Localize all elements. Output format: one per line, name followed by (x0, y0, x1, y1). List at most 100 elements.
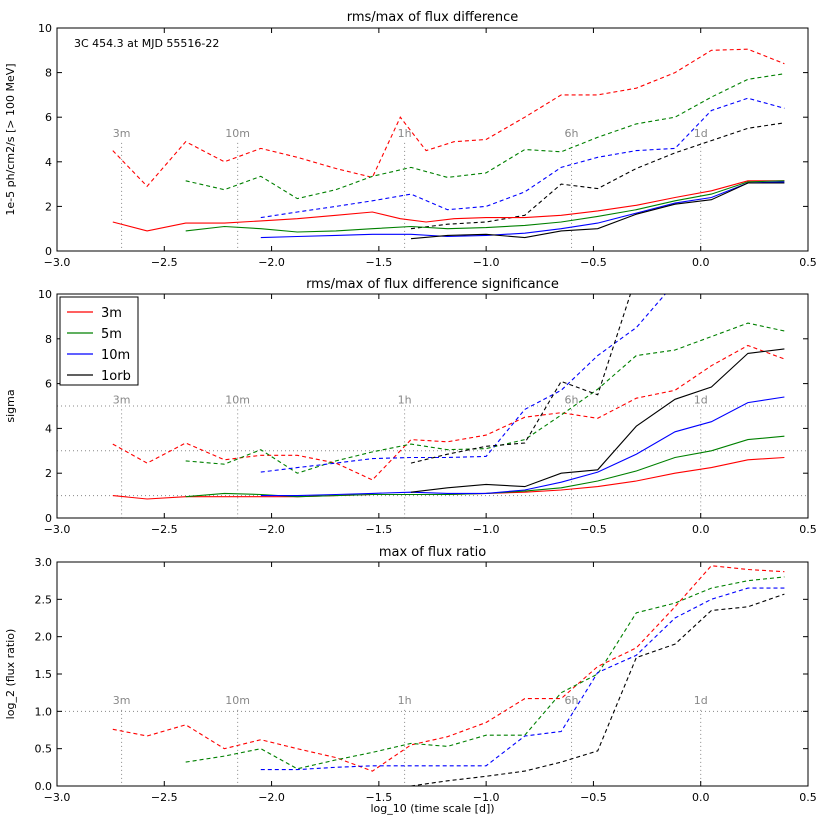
y-axis-label: sigma (4, 389, 17, 422)
y-tick-label: 4 (45, 156, 52, 169)
panel-flux-difference: rms/max of flux difference 3C 454.3 at M… (4, 10, 817, 269)
y-tick-label: 10 (38, 288, 52, 301)
panel-title: max of flux ratio (379, 545, 486, 560)
y-tick-label: 8 (45, 333, 52, 346)
y-tick-label: 0.0 (35, 780, 53, 793)
legend-entry-label: 1orb (101, 369, 131, 384)
series-line-solid (185, 180, 785, 233)
legend-entry-label: 3m (101, 306, 122, 321)
series-line-dashed (185, 322, 785, 474)
timescale-marker-label: 3m (113, 694, 131, 707)
series-line-solid (260, 181, 785, 239)
legend-entry-label: 10m (101, 348, 130, 363)
x-axis-label: log_10 (time scale [d]) (370, 802, 494, 815)
panel-annotation: 3C 454.3 at MJD 55516-22 (74, 37, 219, 50)
x-tick-label: −3.0 (44, 791, 71, 804)
series-line-solid (410, 182, 785, 240)
y-tick-label: 0.5 (35, 743, 53, 756)
series-line-dashed (410, 122, 785, 230)
x-tick-label: 0.0 (692, 256, 710, 269)
timescale-marker-label: 6h (565, 127, 579, 140)
x-tick-label: −0.5 (580, 791, 607, 804)
x-tick-label: −2.0 (258, 523, 285, 536)
series-line-solid (260, 396, 785, 497)
x-tick-label: −3.0 (44, 523, 71, 536)
x-tick-label: −1.5 (365, 256, 392, 269)
panel-title: rms/max of flux difference significance (306, 277, 559, 292)
y-tick-label: 1.0 (35, 705, 53, 718)
x-tick-label: 0.0 (692, 791, 710, 804)
series-line-dashed (410, 593, 785, 786)
timescale-marker-label: 3m (113, 393, 131, 406)
panel-flux-ratio: max of flux ratio log_2 (flux ratio) log… (4, 545, 817, 815)
x-tick-label: −2.0 (258, 791, 285, 804)
y-tick-label: 1.5 (35, 668, 53, 681)
y-tick-label: 2 (45, 467, 52, 480)
y-tick-label: 4 (45, 422, 52, 435)
series-line-solid (112, 456, 785, 500)
series-line-dashed (185, 73, 785, 200)
series-line-solid (112, 180, 785, 232)
plot-frame (56, 27, 809, 252)
x-tick-label: −2.0 (258, 256, 285, 269)
plot-frame (56, 561, 809, 787)
timescale-marker-label: 10m (225, 694, 250, 707)
timescale-marker-label: 1h (398, 694, 412, 707)
x-tick-label: −2.5 (151, 256, 178, 269)
x-tick-label: −1.5 (365, 523, 392, 536)
series-line-dashed (112, 565, 785, 772)
series-line-dashed (112, 344, 785, 481)
timescale-marker-label: 1h (398, 393, 412, 406)
series-line-dashed (260, 587, 785, 771)
timescale-marker-label: 10m (225, 393, 250, 406)
series-group (112, 294, 785, 500)
y-tick-label: 3.0 (35, 556, 53, 569)
plot-frame (56, 293, 809, 519)
panel-title: rms/max of flux difference (347, 10, 519, 25)
series-line-dashed (112, 48, 785, 188)
x-tick-label: 0.5 (799, 523, 817, 536)
series-line-solid (410, 348, 785, 493)
y-tick-label: 6 (45, 378, 52, 391)
y-tick-label: 10 (38, 22, 52, 35)
x-tick-label: 0.5 (799, 256, 817, 269)
y-tick-label: 0 (45, 512, 52, 525)
series-group (112, 565, 785, 786)
timescale-marker-label: 1d (694, 694, 708, 707)
legend-entry-label: 5m (101, 327, 122, 342)
series-group (112, 48, 785, 240)
x-tick-label: 0.5 (799, 791, 817, 804)
series-line-dashed (260, 294, 667, 473)
y-axis-label: log_2 (flux ratio) (4, 629, 17, 720)
timescale-marker-label: 6h (565, 694, 579, 707)
y-tick-label: 2.5 (35, 593, 53, 606)
x-tick-label: −1.0 (473, 791, 500, 804)
timescale-marker-label: 1d (694, 393, 708, 406)
legend: 3m 5m 10m 1orb (59, 296, 139, 386)
y-tick-label: 2 (45, 200, 52, 213)
series-line-dashed (410, 294, 632, 464)
y-tick-label: 0 (45, 245, 52, 258)
x-tick-label: −2.5 (151, 791, 178, 804)
x-tick-label: −2.5 (151, 523, 178, 536)
series-line-solid (185, 435, 785, 498)
x-tick-label: −1.0 (473, 523, 500, 536)
series-line-dashed (185, 576, 785, 770)
timescale-marker-label: 1d (694, 127, 708, 140)
x-tick-label: −3.0 (44, 256, 71, 269)
timescale-marker-label: 3m (113, 127, 131, 140)
x-tick-label: −1.5 (365, 791, 392, 804)
y-tick-label: 8 (45, 67, 52, 80)
timescale-marker-label: 6h (565, 393, 579, 406)
timescale-marker-label: 10m (225, 127, 250, 140)
y-tick-label: 6 (45, 111, 52, 124)
x-tick-label: 0.0 (692, 523, 710, 536)
y-axis-label: 1e-5 ph/cm2/s [> 100 MeV] (4, 63, 17, 215)
x-tick-label: −0.5 (580, 256, 607, 269)
timescale-marker-label: 1h (398, 127, 412, 140)
x-tick-label: −0.5 (580, 523, 607, 536)
panel-flux-difference-significance: rms/max of flux difference significance … (4, 277, 817, 536)
x-tick-label: −1.0 (473, 256, 500, 269)
series-line-dashed (260, 97, 785, 219)
